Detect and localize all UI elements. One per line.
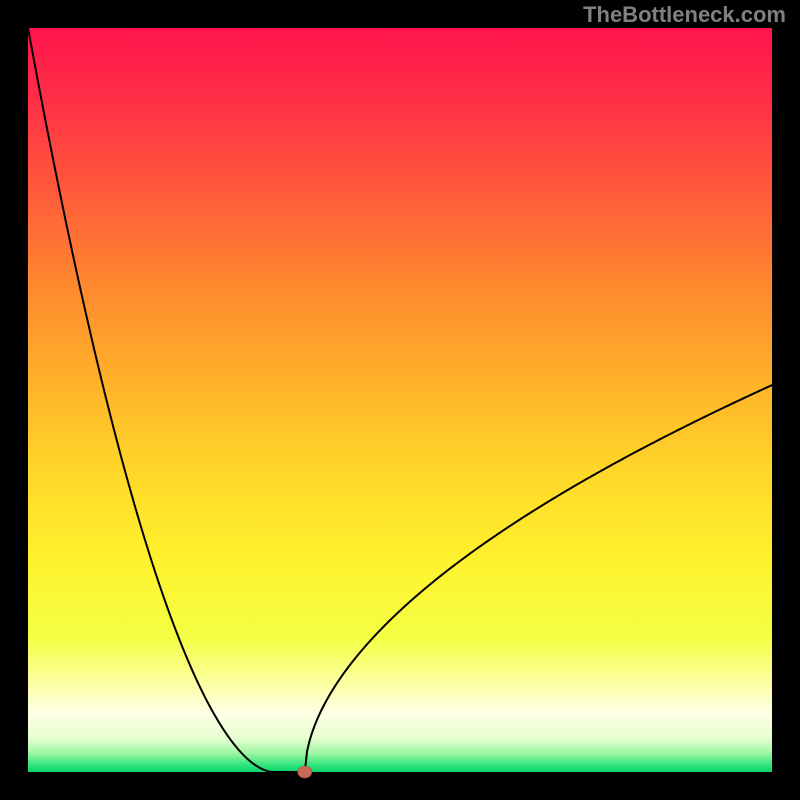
watermark-text: TheBottleneck.com — [583, 2, 786, 28]
chart-container: { "canvas": { "width": 800, "height": 80… — [0, 0, 800, 800]
plot-gradient-background — [28, 28, 772, 772]
